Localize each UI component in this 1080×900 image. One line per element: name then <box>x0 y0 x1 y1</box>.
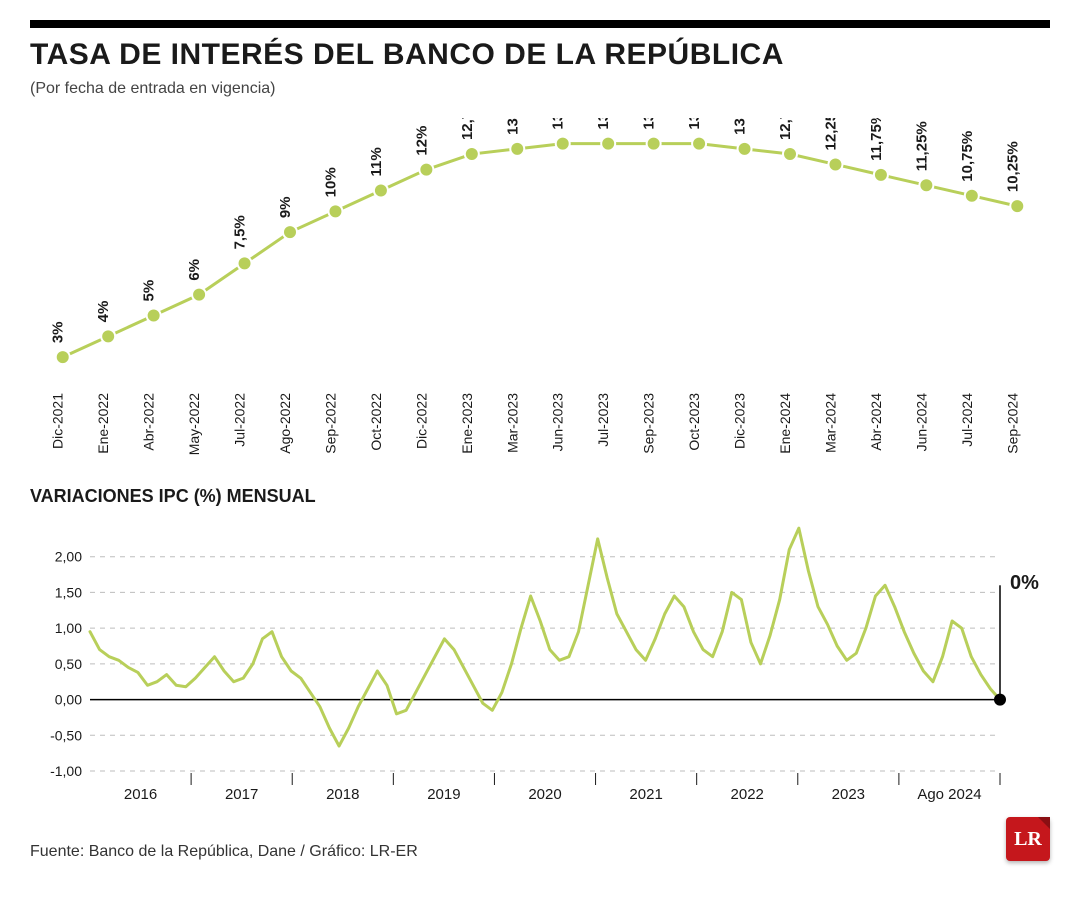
svg-text:2018: 2018 <box>326 786 359 803</box>
svg-text:Abr-2024: Abr-2024 <box>868 393 884 451</box>
svg-text:Abr-2022: Abr-2022 <box>141 393 157 451</box>
svg-text:-1,00: -1,00 <box>50 763 82 779</box>
svg-text:4%: 4% <box>95 301 112 323</box>
svg-text:2016: 2016 <box>124 786 157 803</box>
svg-text:2023: 2023 <box>832 786 865 803</box>
svg-text:Ene-2022: Ene-2022 <box>95 393 111 454</box>
interest-rate-chart-svg: 3% Dic-2021 4% Ene-2022 5% Abr-2022 6% May-2022… <box>30 118 1050 468</box>
svg-text:13,25%: 13,25% <box>550 118 567 130</box>
svg-text:Mar-2024: Mar-2024 <box>822 393 838 453</box>
svg-text:13,25%: 13,25% <box>686 118 703 130</box>
svg-text:6%: 6% <box>186 259 203 281</box>
subtitle: (Por fecha de entrada en vigencia) <box>30 80 1050 98</box>
svg-text:12,25%: 12,25% <box>822 118 839 150</box>
footer: Fuente: Banco de la República, Dane / Gr… <box>30 817 1050 861</box>
svg-text:2019: 2019 <box>427 786 460 803</box>
svg-text:Dic-2022: Dic-2022 <box>413 393 429 449</box>
svg-text:Ago-2022: Ago-2022 <box>277 393 293 454</box>
svg-text:Dic-2021: Dic-2021 <box>50 393 66 449</box>
svg-text:Sep-2024: Sep-2024 <box>1004 393 1020 454</box>
svg-text:Jul-2023: Jul-2023 <box>595 393 611 447</box>
svg-text:Jun-2023: Jun-2023 <box>550 393 566 452</box>
svg-text:0,50: 0,50 <box>55 656 82 672</box>
svg-text:-0,50: -0,50 <box>50 727 82 743</box>
svg-text:12,75%: 12,75% <box>459 118 476 140</box>
svg-text:Mar-2023: Mar-2023 <box>504 393 520 453</box>
lr-logo: LR <box>1006 817 1050 861</box>
svg-text:2021: 2021 <box>629 786 662 803</box>
svg-text:7,5%: 7,5% <box>232 215 249 249</box>
svg-text:12%: 12% <box>413 126 430 156</box>
lr-logo-fold <box>1038 817 1050 829</box>
svg-text:Dic-2023: Dic-2023 <box>732 393 748 449</box>
header-top-bar <box>30 20 1050 28</box>
svg-text:Jul-2022: Jul-2022 <box>232 393 248 447</box>
source-text: Fuente: Banco de la República, Dane / Gr… <box>30 843 418 861</box>
lr-logo-text: LR <box>1014 828 1042 851</box>
svg-text:11,75%: 11,75% <box>868 118 885 161</box>
svg-text:2017: 2017 <box>225 786 258 803</box>
svg-text:9%: 9% <box>277 196 294 218</box>
svg-text:Oct-2023: Oct-2023 <box>686 393 702 451</box>
svg-text:1,00: 1,00 <box>55 620 82 636</box>
svg-text:2020: 2020 <box>528 786 561 803</box>
svg-text:2022: 2022 <box>731 786 764 803</box>
main-title: TASA DE INTERÉS DEL BANCO DE LA REPÚBLIC… <box>30 38 1050 72</box>
svg-text:Ene-2023: Ene-2023 <box>459 393 475 454</box>
svg-text:12,75%: 12,75% <box>777 118 794 140</box>
svg-text:11,25%: 11,25% <box>913 121 930 171</box>
svg-text:5%: 5% <box>141 280 158 302</box>
ipc-chart: -1,00 -0,50 0,00 0,50 1,00 1,50 2,00 2016 2017 20… <box>30 511 1050 811</box>
svg-text:13,25%: 13,25% <box>595 118 612 130</box>
interest-rate-chart: 3% Dic-2021 4% Ene-2022 5% Abr-2022 6% May-2022… <box>30 118 1050 468</box>
svg-text:11%: 11% <box>368 147 385 176</box>
svg-text:Oct-2022: Oct-2022 <box>368 393 384 451</box>
svg-text:Ene-2024: Ene-2024 <box>777 393 793 454</box>
svg-text:3%: 3% <box>50 321 67 343</box>
svg-text:Ago 2024: Ago 2024 <box>917 786 981 803</box>
svg-text:May-2022: May-2022 <box>186 393 202 455</box>
svg-text:13%: 13% <box>732 118 749 135</box>
ipc-chart-title: VARIACIONES IPC (%) MENSUAL <box>30 486 1050 507</box>
svg-text:Jul-2024: Jul-2024 <box>959 393 975 447</box>
svg-text:13%: 13% <box>504 118 521 135</box>
svg-text:Jun-2024: Jun-2024 <box>913 393 929 452</box>
svg-text:2,00: 2,00 <box>55 549 82 565</box>
svg-text:0%: 0% <box>1010 572 1039 594</box>
svg-text:Sep-2023: Sep-2023 <box>641 393 657 454</box>
svg-text:Sep-2022: Sep-2022 <box>322 393 338 454</box>
svg-text:10,75%: 10,75% <box>959 131 976 182</box>
ipc-chart-svg: -1,00 -0,50 0,00 0,50 1,00 1,50 2,00 2016 2017 20… <box>30 511 1050 811</box>
svg-text:10%: 10% <box>322 167 339 197</box>
svg-text:0,00: 0,00 <box>55 692 82 708</box>
svg-text:1,50: 1,50 <box>55 584 82 600</box>
svg-text:10,25%: 10,25% <box>1004 141 1021 192</box>
svg-text:13,25%: 13,25% <box>641 118 658 130</box>
